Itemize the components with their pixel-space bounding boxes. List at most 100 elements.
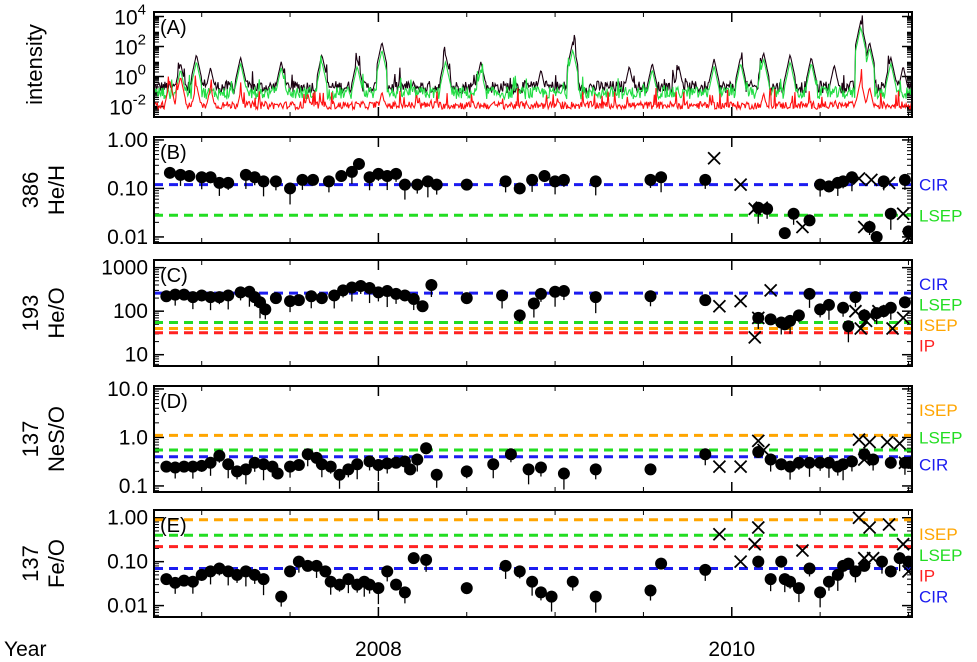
ref-label-cir: CIR bbox=[919, 275, 948, 294]
data-point bbox=[644, 463, 657, 476]
ref-label-lsep: LSEP bbox=[919, 428, 962, 447]
cross-marker bbox=[896, 207, 910, 221]
data-point bbox=[372, 582, 385, 595]
data-point bbox=[430, 178, 443, 191]
ref-label-cir: CIR bbox=[919, 456, 948, 475]
cross-marker bbox=[712, 460, 727, 474]
panel-frame bbox=[153, 259, 913, 367]
data-point bbox=[699, 294, 712, 307]
data-point bbox=[792, 456, 805, 469]
data-point bbox=[822, 298, 835, 311]
cross-marker bbox=[751, 311, 765, 325]
cross-marker bbox=[862, 520, 877, 535]
cross-marker bbox=[795, 543, 810, 558]
y-tick-label: 10-2 bbox=[109, 92, 146, 120]
cross-marker bbox=[707, 151, 721, 165]
data-point bbox=[292, 294, 305, 307]
data-point bbox=[284, 565, 297, 578]
data-point bbox=[566, 575, 579, 588]
cross-marker bbox=[795, 220, 810, 234]
cross-marker bbox=[882, 176, 896, 190]
ref-label-ip: IP bbox=[919, 337, 935, 356]
data-point bbox=[284, 182, 297, 195]
data-point bbox=[319, 565, 332, 578]
data-point bbox=[513, 182, 526, 195]
x-tick-label: 2008 bbox=[355, 638, 402, 661]
data-point bbox=[420, 442, 433, 455]
data-point bbox=[803, 456, 816, 469]
data-point bbox=[411, 453, 424, 466]
data-point bbox=[381, 457, 394, 470]
data-point bbox=[655, 557, 668, 570]
data-point bbox=[301, 559, 314, 572]
panel-tag: (C) bbox=[160, 265, 188, 287]
cross-marker bbox=[756, 443, 771, 457]
data-point bbox=[322, 175, 335, 188]
data-point bbox=[902, 555, 912, 568]
cross-marker bbox=[764, 283, 778, 298]
data-point bbox=[183, 170, 196, 183]
ref-label-ip: IP bbox=[919, 567, 935, 586]
data-point bbox=[849, 291, 862, 304]
data-point bbox=[460, 582, 473, 595]
data-point bbox=[186, 460, 199, 473]
cross-marker bbox=[852, 171, 866, 186]
ref-label-lsep: LSEP bbox=[919, 206, 962, 225]
data-point bbox=[699, 173, 712, 186]
cross-marker bbox=[848, 304, 863, 318]
data-point bbox=[526, 173, 539, 186]
data-point bbox=[310, 559, 323, 572]
data-point bbox=[778, 227, 791, 240]
data-point bbox=[271, 467, 284, 480]
cross-marker bbox=[748, 537, 762, 551]
data-point bbox=[372, 459, 385, 472]
data-point bbox=[534, 586, 547, 599]
panel-tag: (E) bbox=[160, 515, 187, 537]
y-axis-label-line: 193 bbox=[18, 295, 43, 332]
cross-marker bbox=[748, 330, 762, 345]
data-point bbox=[534, 287, 547, 300]
cross-marker bbox=[901, 230, 912, 243]
data-point bbox=[526, 575, 539, 588]
data-point bbox=[342, 463, 355, 476]
data-point bbox=[352, 157, 365, 170]
data-point bbox=[324, 460, 337, 473]
cross-marker bbox=[733, 177, 748, 192]
data-point bbox=[787, 207, 800, 220]
data-point bbox=[549, 175, 562, 188]
data-point bbox=[849, 565, 862, 578]
data-point bbox=[898, 173, 911, 186]
data-point bbox=[163, 166, 176, 179]
cross-marker bbox=[896, 537, 910, 551]
cross-marker bbox=[862, 435, 877, 449]
y-tick-label: 1000 bbox=[101, 257, 148, 280]
ref-label-cir: CIR bbox=[919, 176, 948, 195]
data-point bbox=[784, 314, 797, 327]
y-axis-label-line: 386 bbox=[18, 172, 43, 209]
cross-marker bbox=[896, 311, 910, 325]
y-axis-label-line: He/O bbox=[44, 287, 69, 338]
cross-marker bbox=[901, 564, 912, 579]
data-point bbox=[884, 565, 897, 578]
cross-marker bbox=[871, 304, 886, 318]
data-point bbox=[305, 290, 318, 303]
data-point bbox=[589, 590, 602, 603]
data-point bbox=[655, 171, 668, 184]
data-point bbox=[345, 281, 358, 294]
cross-marker bbox=[751, 520, 765, 535]
y-axis-label-line: NeS/O bbox=[44, 406, 69, 472]
data-point bbox=[398, 586, 411, 599]
data-point bbox=[589, 463, 602, 476]
data-point bbox=[222, 289, 235, 302]
data-point bbox=[420, 553, 433, 566]
data-point bbox=[538, 170, 551, 183]
data-point bbox=[204, 456, 217, 469]
data-point bbox=[845, 455, 858, 468]
data-point bbox=[534, 461, 547, 474]
y-tick-label: 102 bbox=[114, 32, 146, 60]
data-point bbox=[867, 453, 880, 466]
data-point bbox=[884, 456, 897, 469]
